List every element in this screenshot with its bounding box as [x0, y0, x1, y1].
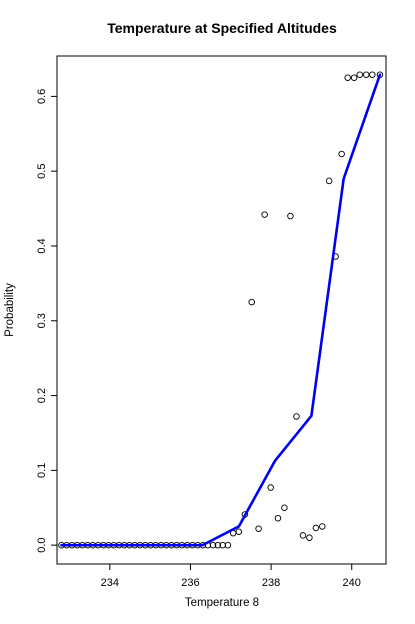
data-point	[235, 528, 243, 535]
data-point	[356, 71, 364, 78]
x-tick-label: 236	[181, 577, 199, 589]
x-axis: 234 236 238 240	[101, 564, 361, 589]
data-point	[281, 504, 288, 512]
data-point	[362, 71, 370, 78]
data-point	[312, 524, 320, 532]
y-axis: 0.0 0.1 0.2 0.3 0.4 0.5 0.6	[36, 89, 57, 553]
y-tick-label: 0.2	[36, 388, 48, 403]
data-point	[248, 298, 255, 306]
data-point	[350, 74, 358, 81]
data-point	[293, 413, 300, 420]
data-point	[209, 541, 217, 549]
data-point	[267, 484, 274, 491]
data-point	[338, 150, 345, 158]
plot-frame	[56, 55, 387, 565]
data-point	[319, 523, 326, 530]
y-tick-label: 0.0	[36, 538, 48, 553]
x-tick-label: 240	[343, 577, 361, 589]
data-points	[58, 71, 384, 549]
data-point	[261, 211, 268, 218]
y-axis-label: Probability	[4, 283, 16, 337]
fitted-line-group	[60, 73, 382, 547]
data-point	[214, 541, 222, 549]
fitted-line	[60, 73, 382, 547]
chart-title: Temperature at Specified Altitudes	[107, 20, 337, 36]
y-tick-label: 0.6	[36, 89, 48, 104]
y-tick-label: 0.3	[36, 313, 48, 328]
x-tick-label: 238	[262, 577, 280, 589]
data-point	[255, 525, 262, 532]
x-tick-label: 234	[101, 577, 119, 589]
data-point	[306, 534, 313, 541]
data-point	[369, 71, 376, 78]
y-tick-label: 0.1	[36, 463, 48, 478]
y-tick-label: 0.5	[36, 164, 48, 179]
data-point	[224, 541, 232, 549]
data-point	[274, 514, 282, 522]
data-point	[287, 212, 294, 220]
data-point	[299, 532, 307, 539]
y-tick-label: 0.4	[36, 238, 48, 253]
data-point	[325, 177, 333, 185]
x-axis-label: Temperature 8	[185, 597, 259, 609]
data-point	[344, 74, 351, 81]
